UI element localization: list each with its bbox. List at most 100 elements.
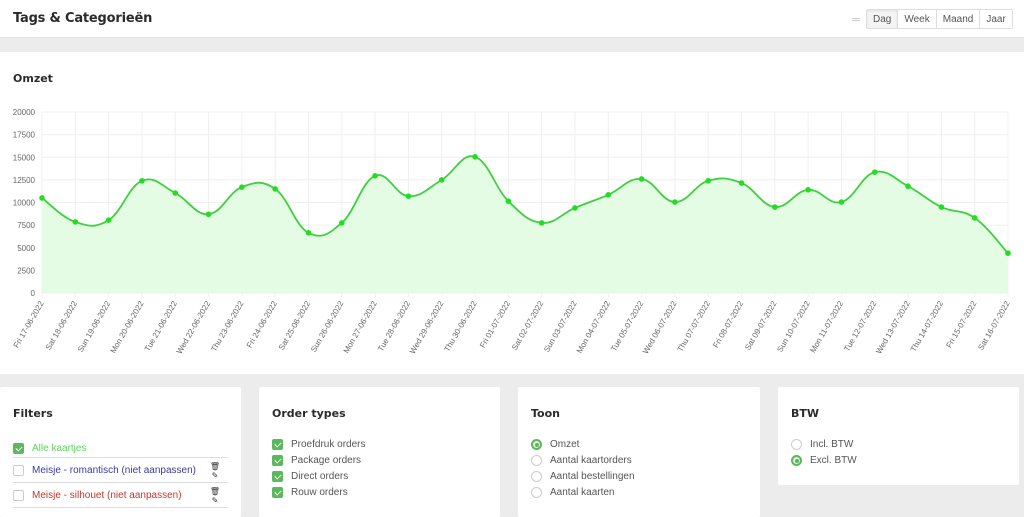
page-title: Tags & Categorieën [13,11,153,26]
data-point[interactable] [938,204,945,210]
pencil-icon[interactable]: ✎ [211,471,219,480]
data-point[interactable] [372,173,378,179]
order-type-label: Package orders [291,455,362,466]
toon-radio[interactable] [531,487,542,498]
data-point[interactable] [472,153,478,160]
order-type-label: Rouw orders [291,487,348,498]
trash-icon[interactable]: 🗑 [209,487,220,496]
x-tick-label: Tue 21-06-2022 [143,299,179,353]
data-point[interactable] [672,199,678,205]
toon-option-kaartorders[interactable]: Aantal kaartorders [531,455,632,466]
x-tick-label: Tue 12-07-2022 [842,299,878,353]
x-tick-label: Tue 28-06-2022 [376,299,412,353]
x-tick-label: Sat 25-06-2022 [277,299,313,352]
btw-label: Excl. BTW [810,455,857,466]
data-point[interactable] [705,177,712,184]
period-year-button[interactable]: Jaar [979,10,1012,28]
filter-item-silhouet[interactable]: Meisje - silhouet (niet aanpassen) 🗑 ✎ [13,483,228,508]
data-point[interactable] [971,215,978,221]
data-point[interactable] [39,195,45,201]
toon-option-bestellingen[interactable]: Aantal bestellingen [531,471,635,482]
filter-checkbox-all[interactable] [13,443,24,454]
order-type-checkbox[interactable] [272,439,283,450]
data-point[interactable] [605,192,612,198]
x-tick-label: Wed 13-07-2022 [874,299,912,355]
x-tick-label: Sat 09-07-2022 [743,299,779,352]
y-tick-label: 7500 [17,221,35,230]
revenue-line-chart[interactable]: 0 2500 5000 7500 10000 12500 15000 17500 20000 Fr… [0,52,1024,374]
data-point[interactable] [172,190,179,196]
order-type-checkbox[interactable] [272,471,283,482]
period-month-button[interactable]: Maand [935,10,980,28]
x-tick-label: Wed 22-06-2022 [175,299,213,355]
toon-option-kaarten[interactable]: Aantal kaarten [531,487,615,498]
btw-radio[interactable] [791,455,802,466]
top-bar: Tags & Categorieën Dag Week Maand Jaar [0,0,1024,38]
order-type-checkbox[interactable] [272,487,283,498]
data-point[interactable] [438,177,445,183]
filter-label: Meisje - silhouet (niet aanpassen) [32,489,182,501]
filter-item-all-cards[interactable]: Alle kaartjes [13,440,228,458]
x-tick-label: Fri 01-07-2022 [478,299,512,349]
btw-option-incl[interactable]: Incl. BTW [791,439,853,450]
x-tick-label: Mon 20-06-2022 [109,299,146,355]
data-point[interactable] [871,169,878,175]
toon-panel: Toon Omzet Aantal kaartorders Aantal bes… [518,387,760,517]
data-point[interactable] [805,187,811,193]
x-tick-label: Sat 16-07-2022 [976,299,1012,352]
data-point[interactable] [905,183,911,190]
data-point[interactable] [72,219,79,225]
y-tick-label: 5000 [17,244,35,253]
data-point[interactable] [572,205,578,211]
btw-option-excl[interactable]: Excl. BTW [791,455,857,466]
data-point[interactable] [305,230,312,236]
data-point[interactable] [638,176,645,182]
chart-area-fill [42,156,1008,293]
order-type-direct[interactable]: Direct orders [272,471,348,482]
x-tick-label: Mon 11-07-2022 [808,299,845,354]
toon-radio[interactable] [531,471,542,482]
x-tick-label: Sun 19-06-2022 [76,299,113,354]
toon-radio[interactable] [531,439,542,450]
data-point[interactable] [538,220,545,226]
data-point[interactable] [1005,250,1011,256]
data-point[interactable] [772,204,778,210]
y-tick-label: 17500 [13,131,36,140]
filters-panel: Filters Alle kaartjes Meisje - romantisc… [0,387,241,517]
filter-checkbox-silhouet[interactable] [13,489,24,501]
order-type-checkbox[interactable] [272,455,283,466]
y-tick-label: 20000 [13,108,36,117]
data-point[interactable] [338,220,345,226]
filter-item-romantisch[interactable]: Meisje - romantisch (niet aanpassen) 🗑 ✎ [13,458,228,483]
data-point[interactable] [738,180,745,186]
toon-option-omzet[interactable]: Omzet [531,439,579,450]
period-week-button[interactable]: Week [897,10,936,28]
btw-panel: BTW Incl. BTW Excl. BTW [778,387,1019,485]
data-point[interactable] [272,186,278,192]
btw-title: BTW [791,407,820,420]
order-type-proefdruk[interactable]: Proefdruk orders [272,439,365,450]
pencil-icon[interactable]: ✎ [211,496,219,505]
y-tick-label: 0 [31,289,36,298]
btw-radio[interactable] [791,439,802,450]
data-point[interactable] [239,184,245,190]
data-point[interactable] [405,193,412,199]
period-day-button[interactable]: Dag [867,10,898,28]
data-point[interactable] [838,199,845,205]
filter-checkbox-romantisch[interactable] [13,464,24,476]
toon-radio[interactable] [531,455,542,466]
x-tick-label: Thu 14-07-2022 [909,299,946,353]
order-type-package[interactable]: Package orders [272,455,361,466]
data-point[interactable] [139,177,145,184]
x-tick-label: Sun 10-07-2022 [775,299,812,354]
x-tick-label: Thu 30-06-2022 [443,299,480,353]
x-tick-label: Mon 04-07-2022 [575,299,612,355]
filter-label: Alle kaartjes [32,443,87,454]
trash-icon[interactable]: 🗑 [209,462,220,471]
data-point[interactable] [205,211,212,218]
order-type-rouw[interactable]: Rouw orders [272,487,348,498]
data-point[interactable] [105,217,112,223]
drag-handle-icon[interactable] [852,17,860,21]
filter-label: Meisje - romantisch (niet aanpassen) [32,464,196,476]
data-point[interactable] [505,198,512,204]
